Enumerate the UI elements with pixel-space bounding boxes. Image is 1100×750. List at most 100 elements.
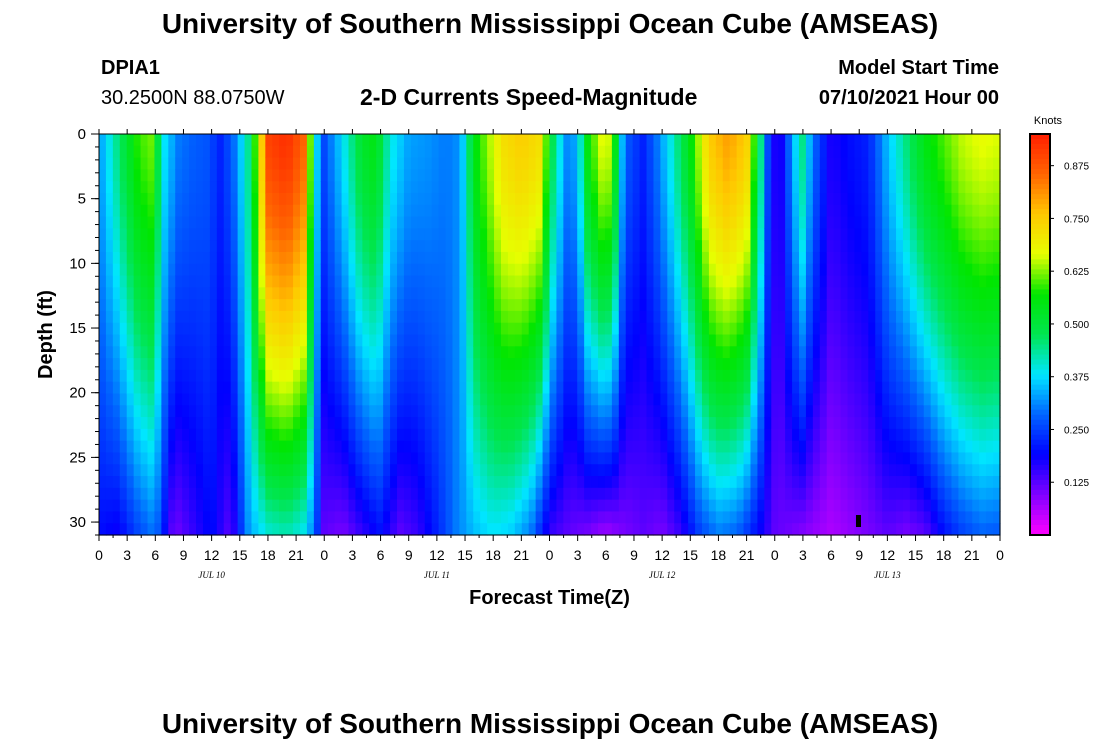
heatmap-cell bbox=[237, 251, 246, 265]
heatmap-cell bbox=[209, 145, 218, 159]
heatmap-cell bbox=[549, 523, 558, 536]
heatmap-cell bbox=[105, 511, 114, 524]
heatmap-cell bbox=[410, 476, 419, 489]
heatmap-cell bbox=[473, 358, 481, 371]
heatmap-cell bbox=[258, 358, 266, 371]
heatmap-cell bbox=[563, 322, 571, 336]
heatmap-cell bbox=[833, 263, 842, 277]
heatmap-cell bbox=[916, 358, 925, 371]
heatmap-cell bbox=[154, 181, 162, 194]
heatmap-cell bbox=[299, 358, 308, 371]
heatmap-cell bbox=[591, 275, 599, 288]
heatmap-cell bbox=[799, 181, 807, 194]
heatmap-cell bbox=[397, 169, 405, 182]
heatmap-cell bbox=[480, 216, 488, 229]
heatmap-cell bbox=[202, 228, 211, 241]
heatmap-cell bbox=[632, 464, 641, 477]
heatmap-cell bbox=[424, 476, 433, 489]
heatmap-cell bbox=[272, 145, 280, 159]
heatmap-cell bbox=[861, 428, 869, 442]
heatmap-cell bbox=[99, 487, 107, 501]
heatmap-cell bbox=[909, 310, 918, 324]
heatmap-cell bbox=[279, 334, 287, 347]
heatmap-cell bbox=[140, 369, 149, 383]
heatmap-cell bbox=[237, 511, 246, 524]
heatmap-cell bbox=[445, 169, 454, 182]
heatmap-cell bbox=[265, 476, 273, 489]
heatmap-cell bbox=[563, 393, 571, 406]
heatmap-cell bbox=[189, 192, 197, 206]
colorbar-cell bbox=[1030, 374, 1050, 381]
heatmap-cell bbox=[542, 511, 551, 524]
heatmap-cell bbox=[487, 287, 495, 300]
colorbar-cell bbox=[1030, 299, 1050, 306]
heatmap-cell bbox=[757, 440, 765, 454]
heatmap-cell bbox=[618, 251, 627, 265]
heatmap-cell bbox=[868, 428, 876, 442]
heatmap-cell bbox=[604, 251, 613, 265]
heatmap-cell bbox=[584, 381, 592, 395]
heatmap-cell bbox=[202, 487, 211, 501]
heatmap-cell bbox=[646, 299, 655, 312]
heatmap-cell bbox=[133, 417, 142, 430]
heatmap-cell bbox=[99, 145, 107, 159]
heatmap-cell bbox=[140, 299, 149, 312]
heatmap-cell bbox=[944, 511, 953, 524]
heatmap-cell bbox=[202, 204, 211, 218]
heatmap-cell bbox=[438, 452, 447, 465]
heatmap-cell bbox=[833, 192, 842, 206]
heatmap-cell bbox=[237, 216, 246, 229]
heatmap-cell bbox=[909, 216, 918, 229]
heatmap-cell bbox=[244, 275, 253, 288]
heatmap-cell bbox=[376, 381, 384, 395]
heatmap-cell bbox=[306, 204, 315, 218]
heatmap-cell bbox=[466, 275, 474, 288]
heatmap-cell bbox=[965, 464, 973, 477]
heatmap-cell bbox=[147, 228, 156, 241]
heatmap-cell bbox=[965, 487, 973, 501]
heatmap-cell bbox=[611, 334, 620, 347]
heatmap-cell bbox=[771, 417, 779, 430]
heatmap-cell bbox=[889, 346, 897, 359]
heatmap-cell bbox=[549, 417, 558, 430]
heatmap-cell bbox=[722, 393, 731, 406]
heatmap-cell bbox=[223, 145, 232, 159]
heatmap-cell bbox=[736, 499, 745, 513]
heatmap-cell bbox=[189, 405, 197, 418]
heatmap-cell bbox=[279, 216, 287, 229]
heatmap-cell bbox=[334, 464, 343, 477]
heatmap-cell bbox=[459, 417, 467, 430]
heatmap-cell bbox=[792, 169, 800, 182]
heatmap-cell bbox=[819, 511, 828, 524]
heatmap-cell bbox=[494, 169, 502, 182]
heatmap-cell bbox=[923, 452, 932, 465]
heatmap-cell bbox=[875, 181, 883, 194]
heatmap-cell bbox=[937, 275, 946, 288]
heatmap-cell bbox=[902, 134, 911, 147]
heatmap-cell bbox=[570, 310, 578, 324]
heatmap-cell bbox=[528, 310, 537, 324]
heatmap-cell bbox=[334, 381, 343, 395]
colorbar-cell bbox=[1030, 139, 1050, 145]
heatmap-cell bbox=[986, 405, 994, 418]
heatmap-cell bbox=[951, 476, 960, 489]
heatmap-cell bbox=[452, 452, 460, 465]
heatmap-cell bbox=[937, 216, 946, 229]
heatmap-cell bbox=[923, 134, 932, 147]
heatmap-cell bbox=[334, 216, 343, 229]
heatmap-cell bbox=[431, 346, 440, 359]
heatmap-cell bbox=[445, 381, 454, 395]
heatmap-cell bbox=[265, 440, 273, 454]
heatmap-cell bbox=[258, 523, 266, 536]
heatmap-cell bbox=[750, 251, 759, 265]
heatmap-cell bbox=[792, 358, 800, 371]
heatmap-cell bbox=[293, 476, 301, 489]
heatmap-cell bbox=[494, 417, 502, 430]
heatmap-cell bbox=[805, 275, 814, 288]
heatmap-cell bbox=[265, 452, 273, 465]
heatmap-cell bbox=[542, 428, 551, 442]
heatmap-cell bbox=[265, 322, 273, 336]
heatmap-cell bbox=[902, 428, 911, 442]
heatmap-cell bbox=[147, 476, 156, 489]
heatmap-cell bbox=[591, 263, 599, 277]
